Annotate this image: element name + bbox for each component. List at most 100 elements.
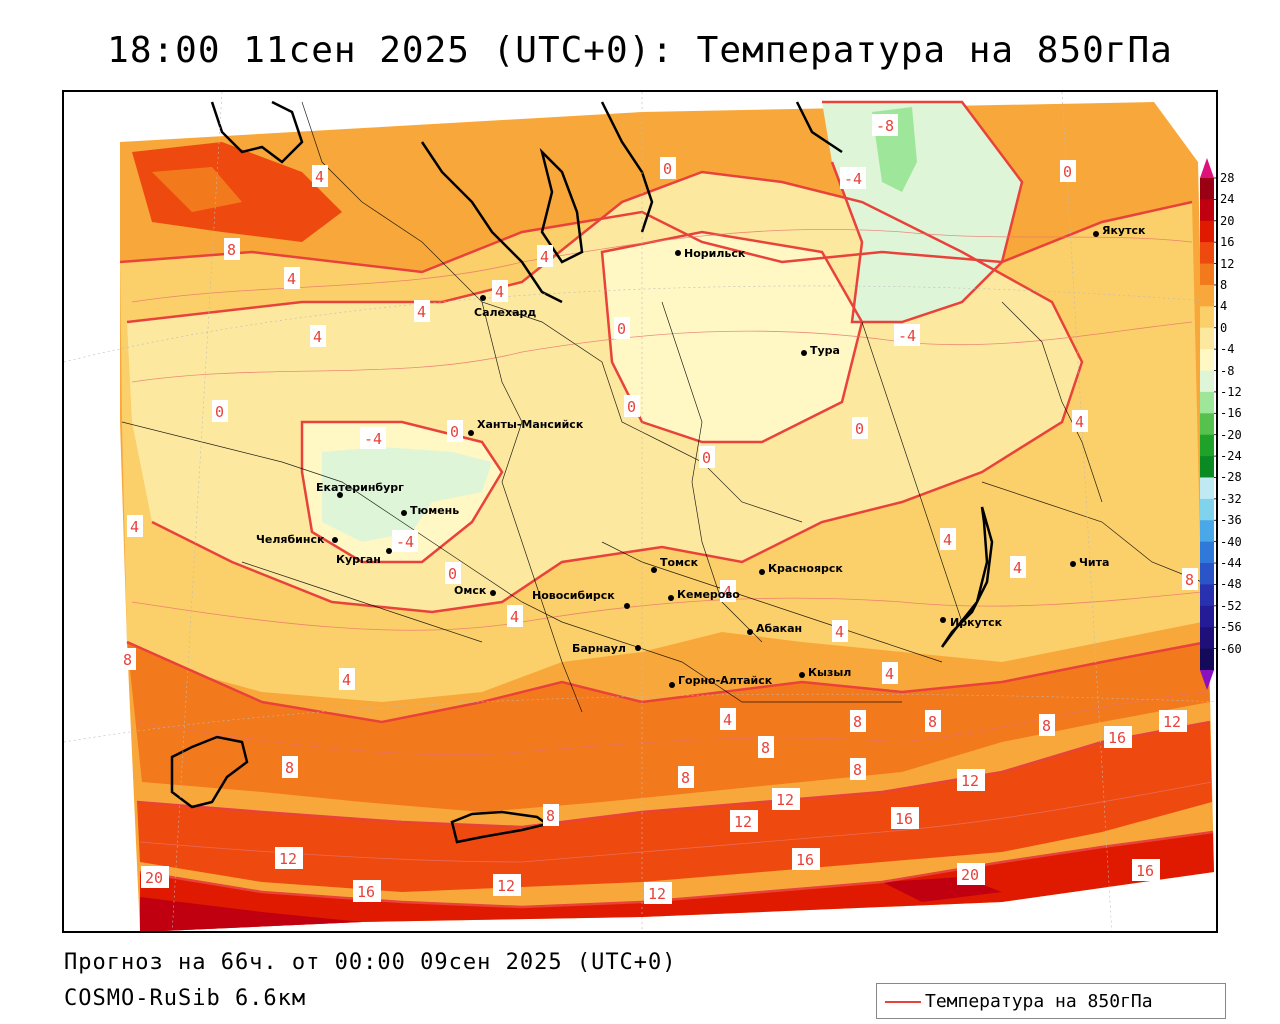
contour-label: 4	[1013, 559, 1022, 577]
colorbar-top-arrow	[1200, 158, 1214, 178]
colorbar-swatch	[1200, 413, 1214, 436]
colorbar-swatch	[1200, 370, 1214, 393]
contour-label: 4	[835, 623, 844, 641]
city-label: Ханты-Мансийск	[477, 418, 584, 431]
city-label: Тюмень	[410, 504, 459, 517]
contour-label: 8	[761, 739, 770, 757]
contour-label: 4	[540, 248, 549, 266]
cold-pool-urals	[322, 447, 492, 542]
city-label: Курган	[336, 553, 381, 566]
colorbar-tick-label: 20	[1220, 213, 1235, 228]
legend-box: Температура на 850гПа	[876, 983, 1226, 1019]
colorbar-swatch	[1200, 627, 1214, 650]
city-label: Омск	[454, 584, 487, 597]
contour-label: 4	[723, 711, 732, 729]
contour-label: 0	[702, 449, 711, 467]
city-label: Чита	[1079, 556, 1109, 569]
contour-label: 12	[279, 850, 297, 868]
colorbar	[1198, 156, 1278, 696]
map-title: 18:00 11сен 2025 (UTC+0): Температура на…	[107, 30, 1173, 71]
colorbar-tick-label: -20	[1220, 427, 1242, 442]
contour-label: 0	[448, 565, 457, 583]
contour-label: 4	[130, 518, 139, 536]
contour-label: 8	[285, 759, 294, 777]
contour-label: 12	[497, 877, 515, 895]
colorbar-tick-label: 28	[1220, 171, 1235, 185]
zone-8-12	[127, 642, 1210, 812]
colorbar-tick-label: -16	[1220, 406, 1242, 421]
contour-label: -4	[898, 327, 916, 345]
colorbar-tick-label: 8	[1220, 277, 1228, 292]
contour-label: 0	[855, 420, 864, 438]
temperature-map: -8 -4 -4 -4 -4 0 0 0 0 0 0 0 0 0 4 4 4 4…	[62, 90, 1218, 933]
colorbar-tick-label: -8	[1220, 363, 1235, 378]
contour-label: 8	[1042, 717, 1051, 735]
colorbar-swatch	[1200, 349, 1214, 372]
colorbar-tick-label: 0	[1220, 320, 1228, 335]
contour-label: 4	[885, 665, 894, 683]
city-label: Барнаул	[572, 642, 626, 655]
city-label: Абакан	[756, 622, 802, 635]
contour-labels: -8 -4 -4 -4 -4 0 0 0 0 0 0 0 0 0 4 4 4 4…	[120, 114, 1198, 904]
forecast-info: Прогноз на 66ч. от 00:00 09сен 2025 (UTC…	[64, 950, 677, 975]
city-label: Новосибирск	[532, 589, 615, 602]
contour-label: 8	[123, 651, 132, 669]
contour-label: 0	[617, 320, 626, 338]
colorbar-swatch	[1200, 541, 1214, 564]
contour-label: 8	[681, 769, 690, 787]
legend-line-swatch	[885, 1001, 921, 1003]
contour-label: 8	[227, 241, 236, 259]
contour-label: 4	[1075, 413, 1084, 431]
contour-label: -8	[876, 117, 894, 135]
colorbar-swatch	[1200, 498, 1214, 521]
colorbar-tick-label: -48	[1220, 577, 1242, 592]
city-label: Тура	[810, 344, 840, 357]
colorbar-swatch	[1200, 391, 1214, 414]
colorbar-tick-label: -36	[1220, 513, 1242, 528]
contour-label: 20	[961, 866, 979, 884]
model-info: COSMO-RuSib 6.6км	[64, 986, 307, 1011]
contour-label: 20	[145, 869, 163, 887]
contour-label: 0	[663, 160, 672, 178]
legend-label: Температура на 850гПа	[925, 991, 1153, 1012]
colorbar-bottom-arrow	[1200, 670, 1214, 690]
city-label: Кызыл	[808, 666, 851, 679]
contour-label: 0	[627, 398, 636, 416]
contour-label: 8	[853, 713, 862, 731]
city-label: Норильск	[684, 247, 746, 260]
contour-label: 8	[546, 807, 555, 825]
city-label: Томск	[660, 556, 699, 569]
contour-label: 12	[776, 791, 794, 809]
contour-label: 12	[648, 885, 666, 903]
colorbar-swatch	[1200, 220, 1214, 243]
zone-16-20	[140, 832, 1214, 931]
colorbar-tick-label: -4	[1220, 342, 1235, 357]
colorbar-swatch	[1200, 520, 1214, 543]
contour-label: 4	[510, 608, 519, 626]
colorbar-tick-label: -40	[1220, 534, 1242, 549]
contour-label: 4	[495, 283, 504, 301]
cold-pool-north	[822, 102, 1022, 322]
contour-label: 16	[357, 883, 375, 901]
contour-label: 4	[417, 303, 426, 321]
contour-label: 4	[287, 270, 296, 288]
contour-label: 16	[796, 851, 814, 869]
contour-label: -4	[364, 430, 382, 448]
colorbar-tick-label: -12	[1220, 384, 1242, 399]
contour-label: 16	[895, 810, 913, 828]
colorbar-tick-label: -32	[1220, 491, 1242, 506]
contour-label: 4	[313, 328, 322, 346]
colorbar-swatch	[1200, 284, 1214, 307]
contour-label: 8	[1185, 571, 1194, 589]
city-label: Якутск	[1102, 224, 1146, 237]
contour-label: 4	[943, 531, 952, 549]
contour-label: 12	[734, 813, 752, 831]
colorbar-swatch	[1200, 584, 1214, 607]
colorbar-swatch	[1200, 477, 1214, 500]
colorbar-swatch	[1200, 199, 1214, 222]
city-label: Красноярск	[768, 562, 843, 575]
zone-12-16	[137, 722, 1212, 892]
colorbar-swatch	[1200, 605, 1214, 628]
colorbar-swatch	[1200, 434, 1214, 457]
colorbar-tick-label: -52	[1220, 598, 1242, 613]
